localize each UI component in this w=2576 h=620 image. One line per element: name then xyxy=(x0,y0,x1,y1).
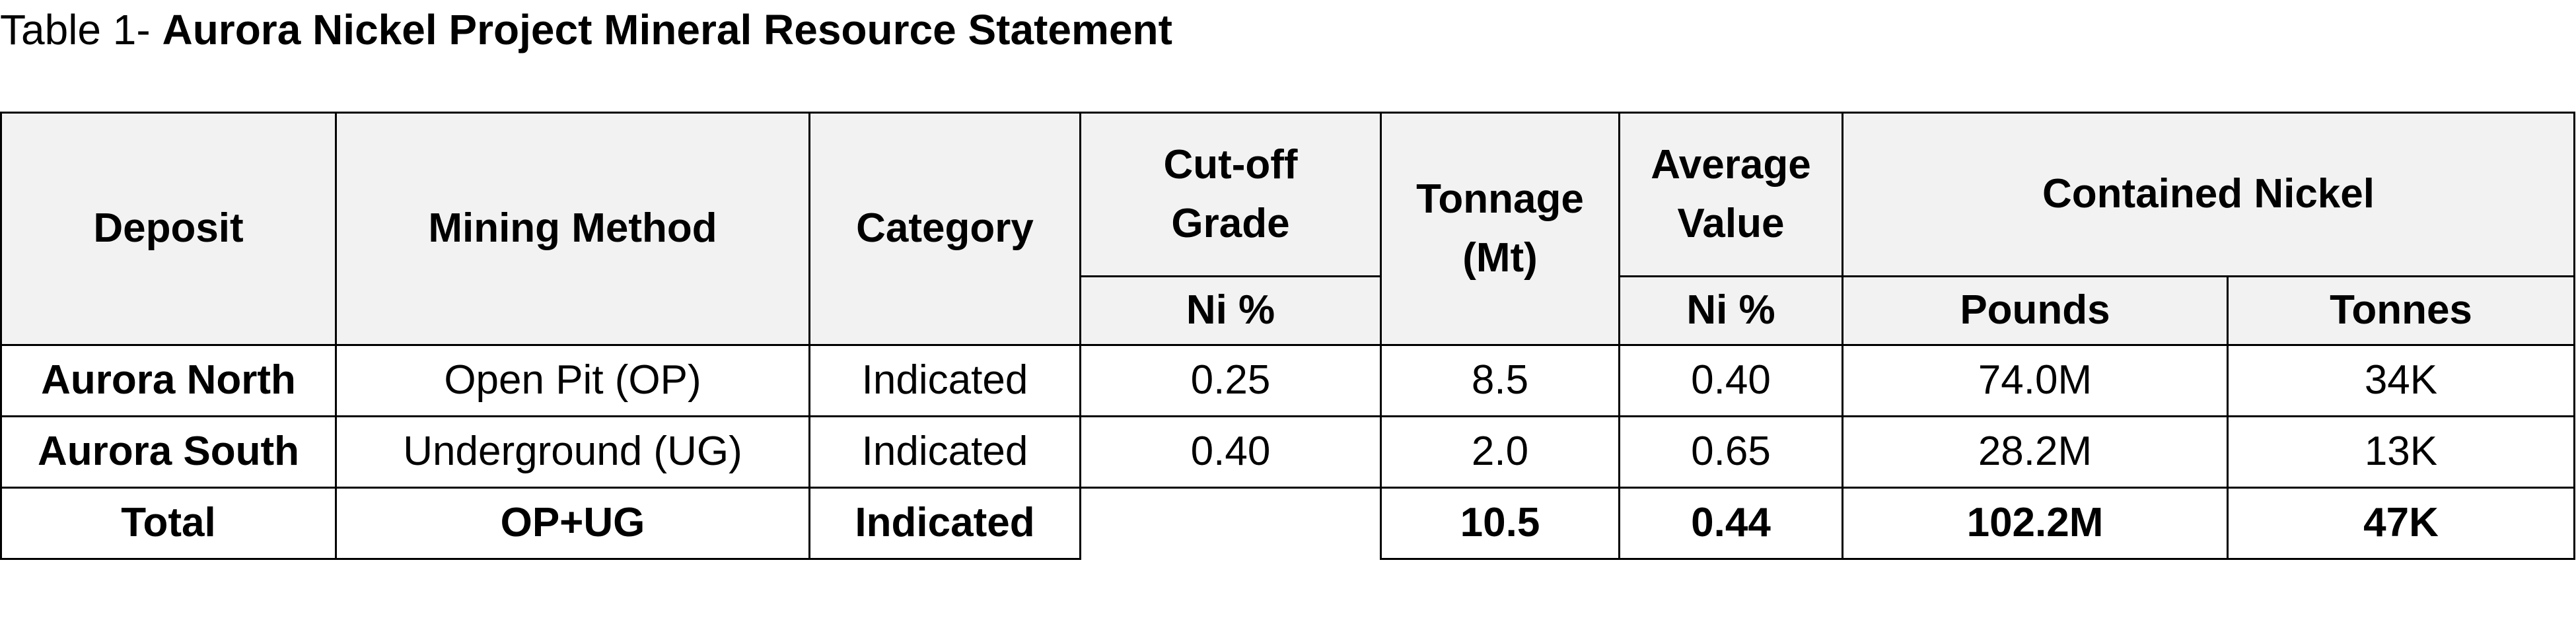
empty-cell xyxy=(1079,487,1382,559)
cell: 47K xyxy=(2227,487,2575,560)
cell: Indicated xyxy=(808,344,1081,417)
cell: Total xyxy=(0,487,337,560)
total-row: Total OP+UG Indicated 10.5 0.44 102.2M 4… xyxy=(0,487,2575,560)
cell: Open Pit (OP) xyxy=(335,344,810,417)
header-cell: Category xyxy=(808,112,1081,346)
title-prefix: Table 1- xyxy=(0,6,151,53)
cell: 2.0 xyxy=(1380,415,1620,489)
header-cell: Mining Method xyxy=(335,112,810,346)
header-cell: Deposit xyxy=(0,112,337,346)
title-main: Aurora Nickel Project Mineral Resource S… xyxy=(162,6,1172,53)
cell: 28.2M xyxy=(1842,415,2229,489)
cell: 8.5 xyxy=(1380,344,1620,417)
header-cell: Ni % xyxy=(1618,275,1843,346)
cell: Underground (UG) xyxy=(335,415,810,489)
header-line: Grade xyxy=(1171,200,1290,246)
data-row: Aurora North Open Pit (OP) Indicated 0.2… xyxy=(0,344,2575,417)
cell: 0.40 xyxy=(1618,344,1843,417)
header-cell: Ni % xyxy=(1079,275,1382,346)
header-cell: Pounds xyxy=(1842,275,2229,346)
cell: 74.0M xyxy=(1842,344,2229,417)
cell: Indicated xyxy=(808,487,1081,560)
cell: 0.40 xyxy=(1079,415,1382,489)
data-row: Aurora South Underground (UG) Indicated … xyxy=(0,415,2575,489)
header-cell: Average Value xyxy=(1618,112,1843,277)
table-title: Table 1- Aurora Nickel Project Mineral R… xyxy=(0,5,1172,54)
header-cell: Contained Nickel xyxy=(1842,112,2575,277)
cell: 102.2M xyxy=(1842,487,2229,560)
cell: OP+UG xyxy=(335,487,810,560)
header-line: Tonnage xyxy=(1416,176,1584,223)
header-cell: Cut-off Grade xyxy=(1079,112,1382,277)
resource-table: Deposit Mining Method Category Cut-off Gr… xyxy=(0,112,2575,560)
cell: Aurora South xyxy=(0,415,337,489)
cell: Indicated xyxy=(808,415,1081,489)
cell: Aurora North xyxy=(0,344,337,417)
header-line: Cut-off xyxy=(1163,142,1298,188)
header-row: Ni % Ni % Pounds Tonnes xyxy=(1,275,2575,346)
header-line: Value xyxy=(1677,200,1785,246)
cell: 0.25 xyxy=(1079,344,1382,417)
cell: 13K xyxy=(2227,415,2575,489)
header-cell: Tonnage (Mt) xyxy=(1380,112,1620,346)
cell: 0.65 xyxy=(1618,415,1843,489)
header-cell: Tonnes xyxy=(2227,275,2575,346)
cell: 10.5 xyxy=(1380,487,1620,560)
header-row: Deposit Mining Method Category Cut-off Gr… xyxy=(0,112,2575,346)
cell: 0.44 xyxy=(1618,487,1843,560)
cell: 34K xyxy=(2227,344,2575,417)
header-line: (Mt) xyxy=(1462,234,1538,281)
header-line: Average xyxy=(1651,142,1811,188)
